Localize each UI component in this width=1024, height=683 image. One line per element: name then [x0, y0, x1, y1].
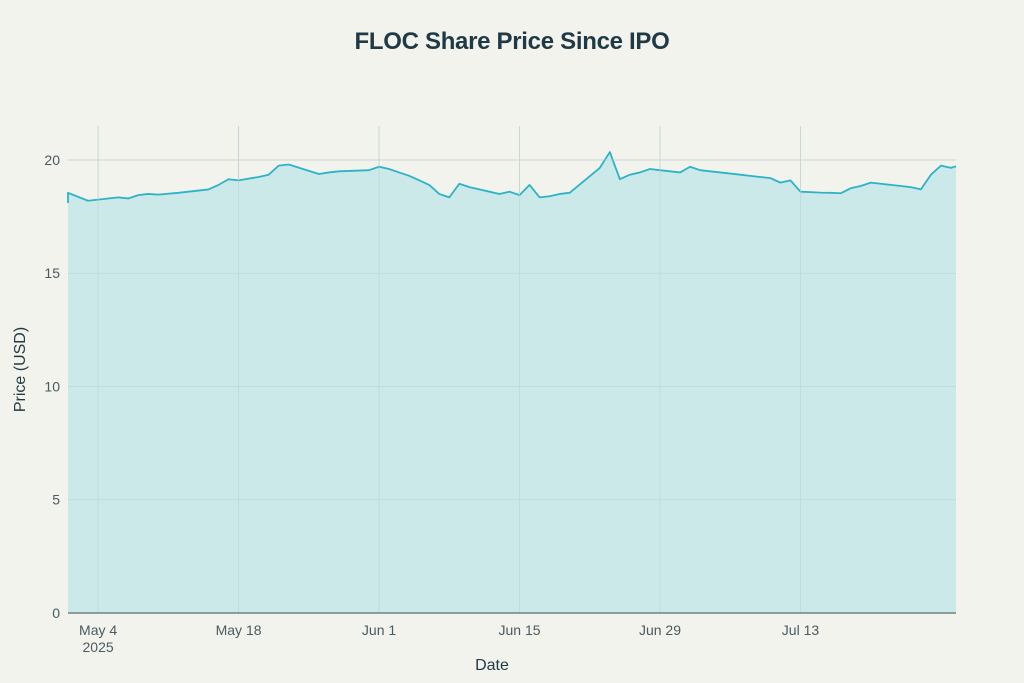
x-tick-label: May 4: [79, 622, 117, 638]
y-tick-label: 5: [52, 492, 60, 508]
x-tick-label: May 18: [216, 622, 262, 638]
y-tick-label: 0: [52, 605, 60, 621]
y-tick-label: 20: [44, 152, 60, 168]
y-tick-label: 15: [44, 265, 60, 281]
area-layer: [67, 126, 957, 614]
y-axis-title: Price (USD): [12, 327, 29, 412]
x-tick-sublabel: 2025: [83, 639, 114, 655]
x-tick-label: Jul 13: [782, 622, 820, 638]
x-tick-label: Jun 1: [362, 622, 396, 638]
y-tick-label: 10: [44, 378, 60, 394]
chart-title: FLOC Share Price Since IPO: [354, 28, 670, 55]
series-area-fill: [68, 152, 956, 614]
x-axis-title: Date: [475, 657, 509, 674]
x-tick-label: Jun 15: [499, 622, 541, 638]
x-tick-label: Jun 29: [639, 622, 681, 638]
